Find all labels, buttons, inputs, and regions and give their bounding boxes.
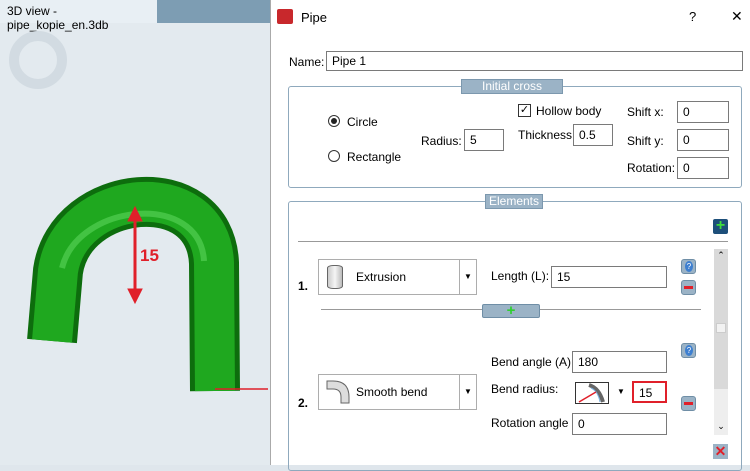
element-2-type-select[interactable]: Smooth bend ▼: [318, 374, 477, 410]
length-label: Length (L):: [491, 269, 550, 283]
remove-element-1-icon[interactable]: [681, 280, 696, 295]
shift-y-input[interactable]: 0: [677, 129, 729, 151]
insert-element-button[interactable]: +: [482, 303, 540, 318]
rotation-angle-input[interactable]: 0: [572, 413, 667, 435]
close-button[interactable]: ✕: [731, 8, 743, 24]
element-1-number: 1.: [298, 279, 309, 293]
rotation-label: Rotation:: [627, 161, 676, 175]
shift-y-label: Shift y:: [627, 134, 664, 148]
rotation-input[interactable]: 0: [677, 157, 729, 179]
dialog-title: Pipe: [301, 10, 328, 25]
pipe-dialog: Pipe ? ✕ Name: Pipe 1 Initial cross sect…: [270, 0, 750, 471]
hollow-body-label: Hollow body: [536, 104, 602, 118]
thickness-input[interactable]: 0.5: [573, 124, 613, 146]
help-button[interactable]: ?: [689, 9, 697, 24]
view-tab[interactable]: 3D view - pipe_kopie_en.3db: [0, 0, 157, 32]
3d-viewport[interactable]: 3D view - pipe_kopie_en.3db 15: [0, 0, 270, 465]
scroll-down-icon: ⌄: [717, 421, 725, 431]
delete-icon[interactable]: ✕: [713, 443, 728, 459]
divider: [298, 241, 728, 242]
logo-watermark-icon: [9, 31, 67, 89]
rectangle-label: Rectangle: [347, 150, 402, 164]
bend-radius-dropdown[interactable]: ▼: [617, 387, 625, 396]
shift-x-input[interactable]: 0: [677, 101, 729, 123]
bend-radius-input[interactable]: 15: [632, 381, 667, 403]
radius-input[interactable]: 5: [464, 129, 504, 151]
shift-x-label: Shift x:: [627, 105, 664, 119]
rectangle-radio[interactable]: [328, 150, 340, 162]
element-2-number: 2.: [298, 396, 309, 410]
extrusion-icon: [327, 265, 343, 289]
cross-section-legend: Initial cross section: [461, 79, 563, 106]
bend-radius-icon[interactable]: [575, 382, 609, 404]
circle-label: Circle: [347, 115, 378, 129]
scroll-thumb: [716, 323, 726, 333]
bend-angle-input[interactable]: 180: [572, 351, 667, 373]
hollow-body-checkbox[interactable]: ✓: [518, 104, 531, 117]
help-icon[interactable]: [681, 343, 696, 358]
help-icon[interactable]: [681, 259, 696, 274]
thickness-label: Thickness:: [518, 128, 576, 142]
scrollbar[interactable]: ⌃ ⌄: [714, 249, 728, 435]
dimension-label: 15: [140, 246, 159, 265]
dimension-arrow: [127, 205, 143, 305]
pipe-model: 15: [9, 31, 268, 392]
radius-label: Radius:: [421, 134, 462, 148]
name-label: Name:: [289, 55, 325, 69]
name-input[interactable]: Pipe 1: [326, 51, 743, 71]
bend-radius-label: Bend radius:: [491, 382, 559, 396]
add-element-icon[interactable]: +: [713, 218, 728, 234]
app-icon: [277, 9, 293, 24]
circle-radio[interactable]: [328, 115, 340, 127]
elements-legend: Elements: [485, 194, 543, 209]
smooth-bend-icon: [326, 380, 350, 404]
remove-element-2-icon[interactable]: [681, 396, 696, 411]
element-1-type-select[interactable]: Extrusion ▼: [318, 259, 477, 295]
scroll-up-icon: ⌃: [717, 250, 725, 260]
length-input[interactable]: 15: [551, 266, 667, 288]
bend-angle-label: Bend angle (A):: [491, 355, 575, 369]
rotation-angle-label: Rotation angle: [491, 416, 569, 430]
